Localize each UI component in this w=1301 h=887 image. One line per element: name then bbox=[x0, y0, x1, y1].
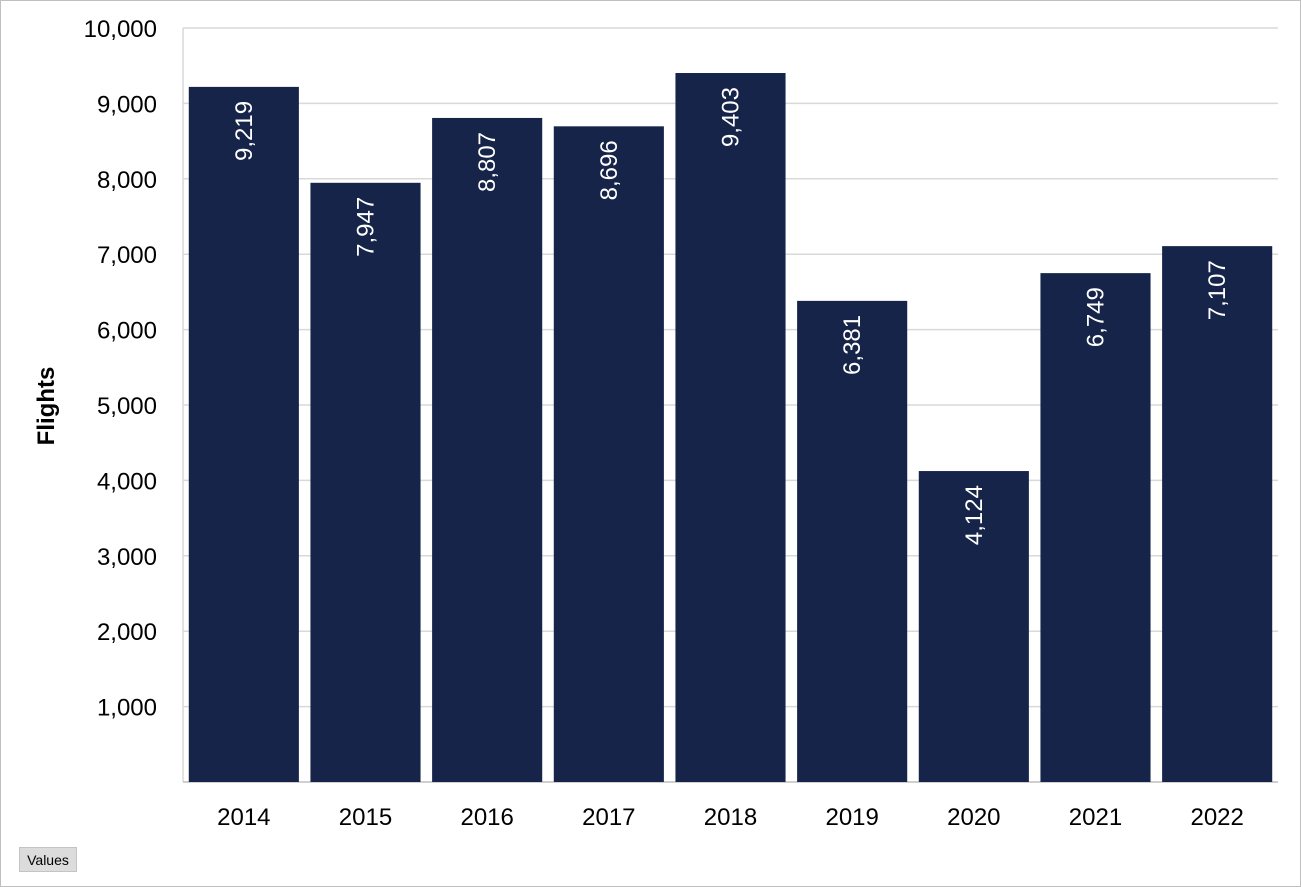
bar bbox=[310, 182, 421, 782]
y-tick-label: 8,000 bbox=[97, 167, 157, 194]
data-label: 7,107 bbox=[1204, 260, 1231, 320]
bar bbox=[432, 117, 543, 782]
data-label: 9,219 bbox=[231, 101, 258, 161]
x-tick-label: 2014 bbox=[217, 804, 270, 831]
y-axis-label: Flights bbox=[33, 367, 60, 446]
y-axis-ticks: 1,000 2,000 3,000 4,000 5,000 6,000 7,000 8,000… bbox=[84, 16, 157, 722]
data-label: 7,947 bbox=[353, 197, 380, 257]
data-labels: 9,219 7,947 8,807 8,696 9,403 6,381 4,124 6,749… bbox=[231, 87, 1231, 545]
bar bbox=[553, 126, 664, 783]
bar bbox=[188, 86, 299, 783]
y-tick-label: 9,000 bbox=[97, 91, 157, 118]
x-tick-label: 2015 bbox=[339, 804, 392, 831]
y-tick-label: 4,000 bbox=[97, 468, 157, 495]
bar bbox=[918, 471, 1029, 782]
x-tick-label: 2017 bbox=[582, 804, 635, 831]
y-tick-label: 2,000 bbox=[97, 619, 157, 646]
x-axis-ticks: 2014 2015 2016 2017 2018 2019 2020 2021 2022 bbox=[217, 804, 1244, 831]
bar bbox=[675, 73, 786, 783]
y-tick-label: 5,000 bbox=[97, 393, 157, 420]
x-tick-label: 2021 bbox=[1069, 804, 1122, 831]
y-tick-label: 3,000 bbox=[97, 544, 157, 571]
x-tick-label: 2022 bbox=[1190, 804, 1243, 831]
bar bbox=[797, 300, 908, 782]
x-tick-label: 2019 bbox=[825, 804, 878, 831]
data-label: 8,807 bbox=[474, 132, 501, 192]
y-tick-label: 1,000 bbox=[97, 695, 157, 722]
data-label: 6,749 bbox=[1083, 287, 1110, 347]
y-tick-label: 7,000 bbox=[97, 242, 157, 269]
y-tick-label: 6,000 bbox=[97, 318, 157, 345]
bars bbox=[188, 73, 1273, 783]
y-tick-label: 10,000 bbox=[84, 16, 157, 43]
x-tick-label: 2020 bbox=[947, 804, 1000, 831]
data-label: 8,696 bbox=[596, 140, 623, 200]
bar bbox=[1162, 246, 1273, 782]
data-label: 9,403 bbox=[718, 87, 745, 147]
data-label: 4,124 bbox=[961, 485, 988, 545]
bar bbox=[1040, 273, 1151, 782]
x-tick-label: 2016 bbox=[460, 804, 513, 831]
x-tick-label: 2018 bbox=[704, 804, 757, 831]
data-label: 6,381 bbox=[839, 315, 866, 375]
values-button[interactable]: Values bbox=[19, 847, 77, 872]
